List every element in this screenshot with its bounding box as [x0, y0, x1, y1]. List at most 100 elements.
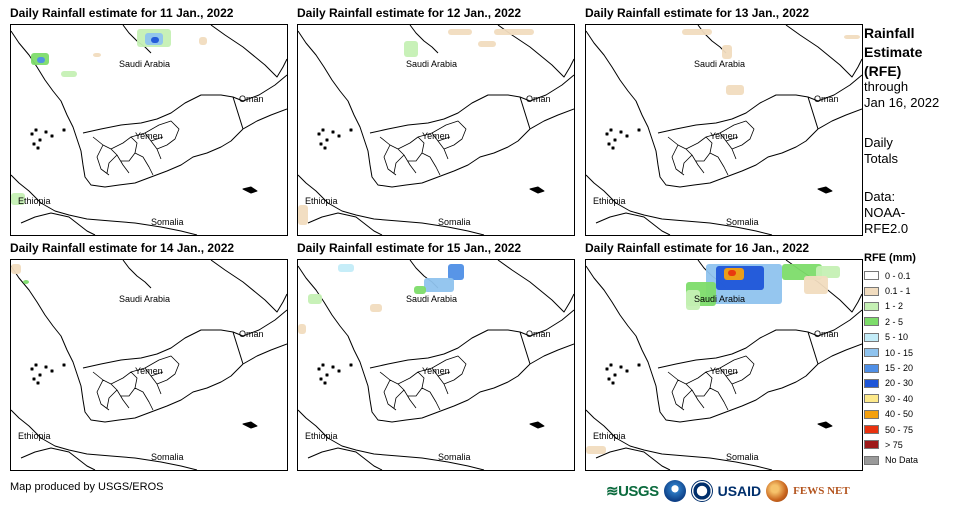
usgs-logo-text: USGS: [618, 483, 659, 500]
legend-label: 30 - 40: [885, 393, 914, 404]
panel-title: Daily Rainfall estimate for 11 Jan., 202…: [10, 6, 234, 20]
legend-item: 40 - 50: [864, 407, 964, 422]
rain-overlay: [11, 264, 29, 284]
map-credit: Map produced by USGS/EROS: [10, 481, 164, 493]
legend-label: 40 - 50: [885, 409, 914, 420]
island-mark: [325, 373, 329, 377]
rainfall-map: Saudi Arabia Oman Yemen Ethiopia Somalia: [10, 24, 288, 236]
legend-item: 5 - 10: [864, 330, 964, 345]
island-mark: [317, 367, 321, 371]
rain-overlay: [11, 29, 207, 205]
legend-item: 2 - 5: [864, 314, 964, 329]
label-oman: Oman: [814, 94, 839, 104]
socotra-island: [242, 186, 258, 194]
island-mark: [337, 369, 341, 373]
usaid-logo: USAID: [717, 483, 762, 499]
rainfall-map: Saudi Arabia Oman Yemen Ethiopia Somalia: [585, 24, 863, 236]
socotra-island: [817, 421, 833, 429]
rainfall-patch: [61, 71, 77, 77]
socotra-island: [529, 421, 545, 429]
label-yemen: Yemen: [710, 131, 738, 141]
legend-title: RFE (mm): [864, 252, 916, 264]
island-mark: [34, 128, 38, 132]
legend-swatch: [864, 378, 879, 388]
island-mark: [317, 132, 321, 136]
rainfall-patch: [199, 37, 207, 45]
label-oman: Oman: [526, 94, 551, 104]
agency-logos: ≋USGS USAID FEWS NET: [606, 476, 856, 506]
rainfall-patch: [844, 35, 860, 39]
rainfall-patch: [93, 53, 101, 57]
rainfall-patch: [23, 280, 29, 284]
sidebar-title-line: (RFE): [864, 63, 902, 79]
legend-label: 1 - 2: [885, 301, 904, 312]
legend-item: 0.1 - 1: [864, 283, 964, 298]
legend-swatch: [864, 394, 879, 404]
label-saudi-arabia: Saudi Arabia: [119, 59, 171, 69]
rfe-legend: RFE (mm) 0 - 0.1 0.1 - 1 1 - 2 2 - 5 5 - 10 1…: [864, 252, 964, 468]
socotra-island: [242, 421, 258, 429]
map-base: [298, 260, 574, 470]
island-mark: [619, 365, 623, 369]
legend-item: 1 - 2: [864, 299, 964, 314]
sidebar-through: through: [864, 79, 909, 94]
island-mark: [331, 130, 335, 134]
legend-label: No Data: [885, 455, 919, 466]
panel-title: Daily Rainfall estimate for 13 Jan., 202…: [585, 6, 810, 20]
rainfall-patch: [338, 264, 354, 272]
rainfall-patch: [11, 264, 21, 274]
island-mark: [625, 134, 629, 138]
rainfall-patch: [494, 29, 534, 35]
governorate-boundaries: [92, 355, 180, 411]
label-ethiopia: Ethiopia: [18, 431, 51, 441]
island-mark: [607, 142, 611, 146]
legend-swatch: [864, 286, 879, 296]
legend-swatch: [864, 455, 879, 465]
island-mark: [613, 138, 617, 142]
island-mark: [323, 381, 327, 385]
rain-overlay: [586, 264, 840, 454]
rainfall-panel-jan-12: Daily Rainfall estimate for 12 Jan., 202…: [297, 4, 575, 239]
legend-label: 50 - 75: [885, 424, 914, 435]
label-somalia: Somalia: [438, 217, 471, 227]
label-oman: Oman: [239, 94, 264, 104]
usaid-seal-logo: [690, 480, 713, 502]
legend-label: 10 - 15: [885, 347, 914, 358]
rainfall-panel-jan-13: Daily Rainfall estimate for 13 Jan., 202…: [585, 4, 863, 239]
rain-overlay: [682, 29, 860, 95]
label-saudi-arabia: Saudi Arabia: [406, 59, 458, 69]
rain-overlay: [298, 29, 534, 225]
island-mark: [331, 365, 335, 369]
rainfall-panel-jan-16: Daily Rainfall estimate for 16 Jan., 202…: [585, 239, 863, 474]
island-mark: [319, 377, 323, 381]
map-boundaries: [298, 25, 574, 235]
map-boundaries: [11, 260, 287, 470]
rainfall-patch: [151, 37, 159, 43]
label-oman: Oman: [526, 329, 551, 339]
map-boundaries: [298, 260, 574, 470]
sidebar-data-line: RFE2.0: [864, 221, 909, 236]
sidebar-title-line: Estimate: [864, 44, 923, 60]
island-mark: [637, 128, 641, 132]
island-mark: [62, 128, 66, 132]
noaa-logo: [663, 480, 686, 502]
label-ethiopia: Ethiopia: [593, 431, 626, 441]
island-mark: [605, 367, 609, 371]
rainfall-patch: [308, 294, 322, 304]
label-yemen: Yemen: [422, 366, 450, 376]
island-mark: [609, 128, 613, 132]
island-mark: [637, 363, 641, 367]
rainfall-patch: [448, 264, 464, 280]
label-ethiopia: Ethiopia: [18, 196, 51, 206]
rainfall-patch: [424, 278, 454, 292]
panel-title: Daily Rainfall estimate for 16 Jan., 202…: [585, 241, 810, 255]
legend-item: 15 - 20: [864, 360, 964, 375]
rainfall-patch: [11, 193, 25, 205]
legend-swatch: [864, 363, 879, 373]
island-mark: [30, 132, 34, 136]
label-somalia: Somalia: [151, 452, 184, 462]
rainfall-patch: [414, 286, 426, 294]
map-boundaries: [586, 25, 862, 235]
label-saudi-arabia: Saudi Arabia: [694, 59, 746, 69]
island-mark: [325, 138, 329, 142]
